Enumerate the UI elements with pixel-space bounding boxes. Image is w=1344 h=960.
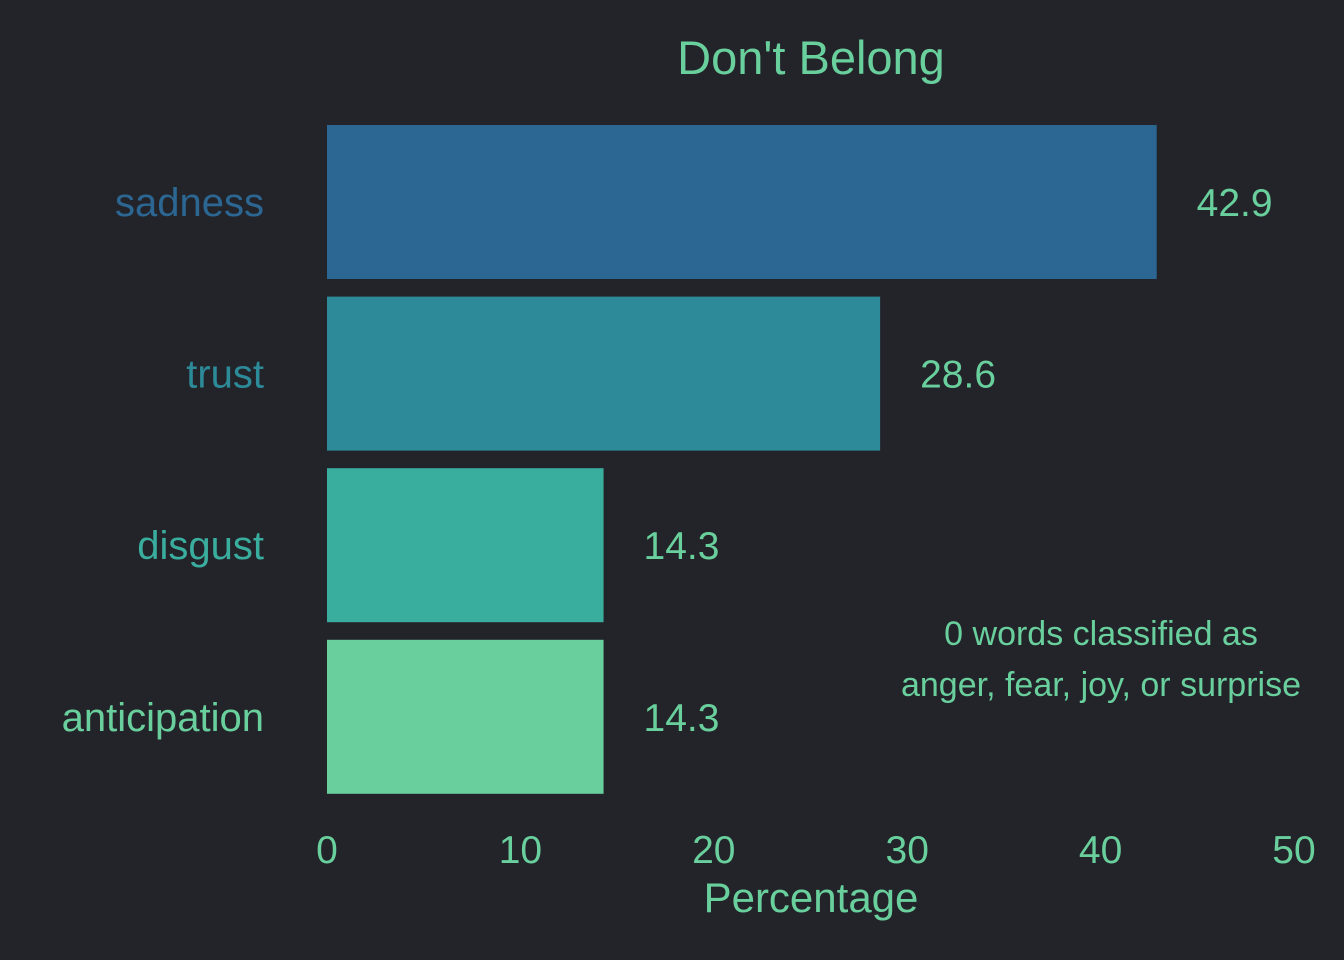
x-tick-label-50: 50 xyxy=(1272,829,1315,872)
category-label-sadness: sadness xyxy=(115,181,264,225)
x-tick-label-40: 40 xyxy=(1079,829,1122,872)
value-label-trust: 28.6 xyxy=(920,354,996,397)
x-tick-label-10: 10 xyxy=(499,829,542,872)
category-label-disgust: disgust xyxy=(137,524,264,568)
annotation-line-1: 0 words classified as xyxy=(944,615,1258,653)
bar-disgust xyxy=(327,468,604,623)
value-label-anticipation: 14.3 xyxy=(644,697,720,740)
category-labels-group: sadness trust disgust anticipation xyxy=(62,181,264,740)
chart-title: Don't Belong xyxy=(677,31,945,84)
category-label-trust: trust xyxy=(186,353,264,397)
x-axis-label: Percentage xyxy=(704,874,919,921)
value-label-disgust: 14.3 xyxy=(644,525,720,568)
x-tick-label-20: 20 xyxy=(692,829,735,872)
bar-trust xyxy=(327,296,881,451)
bar-anticipation xyxy=(327,639,604,794)
category-label-anticipation: anticipation xyxy=(62,696,264,740)
bars-group xyxy=(327,125,1157,794)
value-label-sadness: 42.9 xyxy=(1197,182,1273,225)
bar-sadness xyxy=(327,125,1157,279)
x-axis-ticks-group: 0 10 20 30 40 50 xyxy=(316,829,1316,872)
value-labels-group: 42.9 28.6 14.3 14.3 xyxy=(644,182,1273,740)
annotation-line-2: anger, fear, joy, or surprise xyxy=(901,666,1301,704)
x-tick-label-30: 30 xyxy=(886,829,929,872)
x-tick-label-0: 0 xyxy=(316,829,338,872)
